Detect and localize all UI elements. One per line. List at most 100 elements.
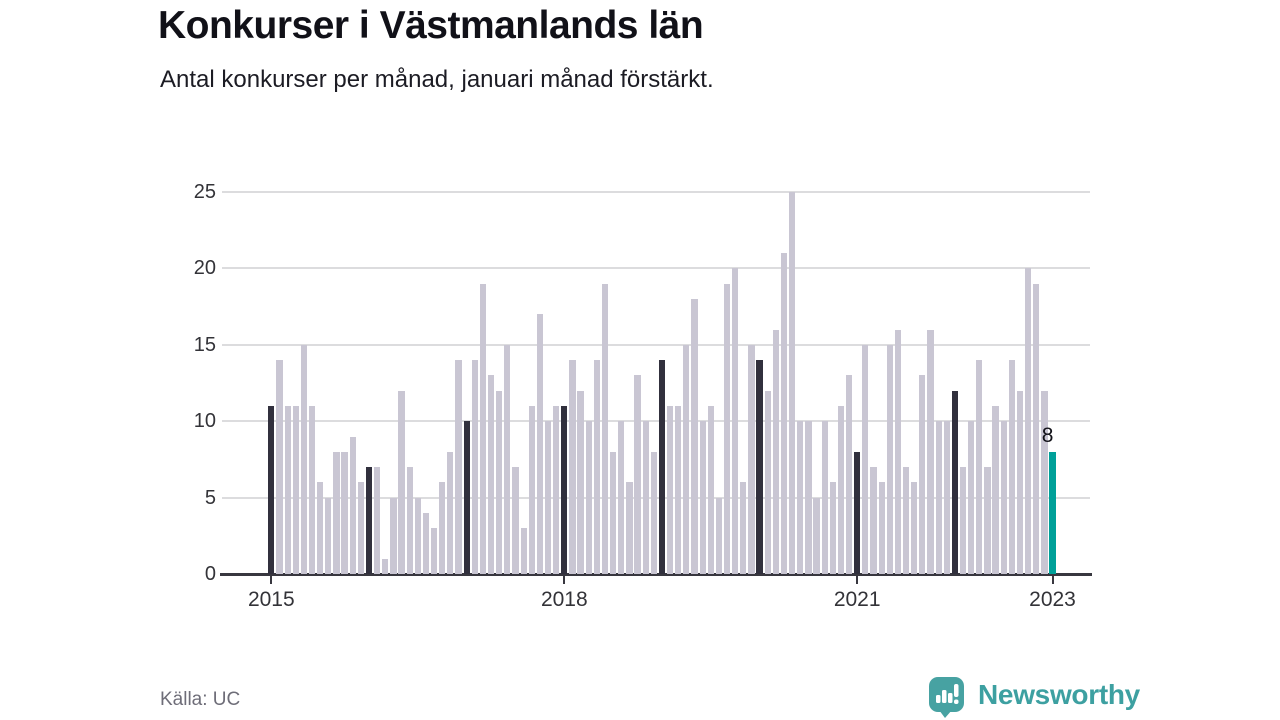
gridline-y20 bbox=[222, 267, 1090, 270]
gridline-y10 bbox=[222, 420, 1090, 423]
bar bbox=[569, 360, 576, 574]
bar bbox=[650, 451, 657, 574]
y-axis-tick-label-15: 15 bbox=[193, 333, 216, 356]
y-axis-tick-label-25: 25 bbox=[193, 181, 216, 203]
bar bbox=[878, 482, 885, 574]
newsworthy-bubble-icon bbox=[929, 677, 964, 718]
x-axis-tick-label-2018: 2018 bbox=[540, 588, 588, 611]
bar bbox=[886, 344, 893, 574]
bar bbox=[504, 344, 511, 574]
bar bbox=[764, 390, 771, 574]
bar bbox=[732, 268, 739, 574]
bar bbox=[496, 390, 503, 574]
source-label: Källa: UC bbox=[160, 689, 241, 710]
bar bbox=[634, 375, 641, 574]
bar bbox=[317, 482, 324, 574]
bar bbox=[666, 405, 674, 574]
bar bbox=[902, 467, 910, 574]
bar bbox=[455, 360, 462, 574]
bar bbox=[357, 482, 364, 574]
bar bbox=[1000, 421, 1007, 574]
bar bbox=[740, 482, 747, 574]
bar bbox=[642, 421, 649, 574]
bar bbox=[862, 344, 869, 574]
bar bbox=[487, 375, 495, 574]
bar bbox=[894, 329, 902, 574]
bar-january bbox=[756, 360, 763, 574]
bar bbox=[683, 344, 690, 574]
bar bbox=[789, 192, 796, 574]
bar bbox=[512, 467, 519, 574]
bar bbox=[333, 451, 340, 574]
bar bbox=[699, 421, 706, 574]
x-axis-tick-label-2021: 2021 bbox=[833, 588, 881, 611]
bar bbox=[870, 467, 877, 574]
bar bbox=[276, 360, 283, 574]
x-axis-tick-2023 bbox=[1051, 575, 1054, 584]
bar bbox=[390, 497, 397, 574]
bar bbox=[829, 482, 836, 574]
bar bbox=[414, 497, 421, 574]
bar bbox=[520, 528, 527, 574]
bar bbox=[374, 467, 381, 574]
bar bbox=[300, 344, 308, 574]
bar bbox=[968, 421, 975, 574]
bar-january bbox=[463, 421, 470, 574]
x-axis-tick-2018 bbox=[563, 575, 566, 584]
gridline-y15 bbox=[222, 343, 1090, 346]
y-axis-tick-label-20: 20 bbox=[193, 257, 216, 280]
bar bbox=[308, 405, 316, 574]
bar bbox=[911, 482, 918, 574]
bar bbox=[593, 360, 600, 574]
bar bbox=[992, 405, 999, 574]
x-axis-tick-2015 bbox=[270, 575, 273, 584]
bar bbox=[349, 436, 356, 574]
bar bbox=[292, 405, 299, 574]
bar bbox=[341, 451, 348, 574]
latest-value-label: 8 bbox=[1041, 423, 1054, 447]
bar-january bbox=[561, 405, 568, 574]
bar bbox=[976, 360, 983, 574]
bar bbox=[675, 405, 682, 574]
bar bbox=[601, 283, 609, 574]
bar bbox=[325, 497, 332, 574]
bar bbox=[748, 344, 755, 574]
bar bbox=[528, 405, 535, 574]
bar bbox=[284, 405, 291, 574]
bar bbox=[610, 451, 617, 574]
x-axis-tick-2021 bbox=[856, 575, 859, 584]
bar bbox=[471, 360, 478, 574]
bar bbox=[447, 451, 454, 574]
x-axis-tick-label-2015: 2015 bbox=[247, 588, 295, 611]
bar-january bbox=[268, 405, 275, 574]
bar bbox=[797, 421, 804, 574]
bar-january bbox=[951, 390, 959, 574]
bar-latest bbox=[1049, 451, 1056, 574]
bar bbox=[927, 329, 934, 574]
bar-january bbox=[854, 451, 861, 574]
bar bbox=[1033, 283, 1040, 574]
bar bbox=[382, 558, 389, 574]
bar bbox=[723, 283, 731, 574]
bar bbox=[553, 405, 560, 574]
bar bbox=[1041, 390, 1048, 574]
bar bbox=[585, 421, 592, 574]
bar bbox=[479, 283, 487, 574]
bar bbox=[707, 405, 714, 574]
gridline-y25 bbox=[222, 191, 1090, 193]
bar bbox=[544, 421, 552, 574]
bar bbox=[943, 421, 950, 574]
bar bbox=[618, 421, 625, 574]
bar-january bbox=[658, 360, 666, 574]
bar-january bbox=[365, 467, 373, 574]
x-axis-line bbox=[220, 573, 1092, 576]
x-axis-tick-label-2023: 2023 bbox=[1029, 588, 1076, 611]
bar bbox=[691, 299, 698, 574]
bar bbox=[919, 375, 926, 574]
y-axis-tick-label-10: 10 bbox=[193, 410, 216, 433]
bar bbox=[837, 405, 845, 574]
bar bbox=[780, 253, 788, 574]
chart-title: Konkurser i Västmanlands län bbox=[158, 4, 704, 47]
